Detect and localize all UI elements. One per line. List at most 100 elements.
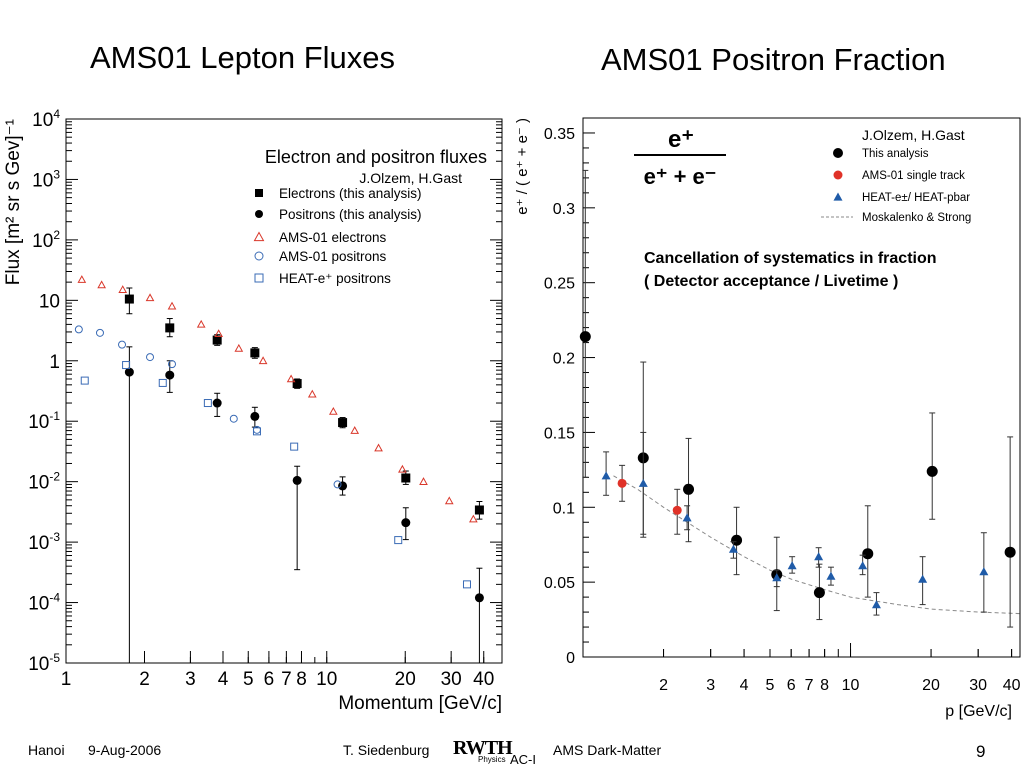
right-y-tick-label: 0.3 [553, 201, 575, 218]
right-data-point [858, 561, 868, 570]
left-y-tick-label: 1 [49, 352, 60, 373]
right-x-tick-label: 7 [805, 677, 814, 694]
left-x-tick-label: 6 [264, 669, 275, 690]
left-legend-marker [255, 210, 263, 218]
right-data-point [926, 465, 938, 477]
left-data-point [165, 370, 175, 380]
footer-author: T. Siedenburg [343, 742, 430, 758]
left-data-point [338, 481, 348, 491]
right-data-point [683, 483, 695, 495]
left-data-point [328, 406, 338, 415]
left-data-point [258, 356, 268, 365]
left-y-tick-label: 104 [32, 107, 60, 131]
right-data-point [871, 600, 881, 609]
right-data-point [1004, 546, 1016, 558]
left-legend-marker [255, 189, 263, 197]
right-y-axis-label: e⁺ / ( e⁺ + e⁻ ) [514, 118, 531, 215]
right-data-point [638, 478, 648, 487]
left-data-point [212, 335, 222, 345]
left-data-point [167, 301, 177, 310]
left-legend-label: Positrons (this analysis) [279, 207, 422, 222]
left-data-point [168, 360, 177, 369]
slide-title-left: AMS01 Lepton Fluxes [90, 40, 396, 75]
left-data-point [203, 399, 212, 408]
left-data-point [252, 427, 261, 436]
left-data-point [292, 379, 302, 389]
left-data-point [474, 593, 484, 603]
right-fraction-numerator: e⁺ [668, 126, 694, 153]
slide-title-right: AMS01 Positron Fraction [601, 42, 946, 77]
rwth-logo-suffix: AC-I [510, 752, 536, 767]
right-theory-curve [613, 475, 1021, 615]
right-data-point [617, 478, 627, 488]
right-data-point [813, 587, 825, 599]
left-data-point [419, 477, 428, 485]
left-data-point [158, 378, 167, 387]
right-data-point [728, 544, 738, 553]
right-x-axis-label: p [GeV/c] [945, 703, 1012, 720]
left-x-axis-label: Momentum [GeV/c] [338, 693, 502, 714]
left-data-point [462, 580, 471, 589]
left-data-point [97, 280, 106, 289]
left-data-point [444, 496, 454, 505]
left-y-tick-label: 103 [32, 167, 60, 191]
left-legend-marker [253, 231, 265, 242]
left-data-point [118, 340, 127, 349]
lepton-flux-chart: 1 2 3 4 5 6 7 8 10 20 30 40 10-5 10-4 10-3 10-2 10-1 1 10 1… [3, 107, 503, 714]
left-x-tick-label: 20 [395, 669, 416, 690]
left-x-tick-label: 1 [61, 669, 72, 690]
rwth-logo: RWTH [453, 737, 513, 759]
right-data-point [787, 561, 797, 570]
left-y-tick-label: 10 [39, 291, 60, 312]
right-x-tick-label: 30 [969, 677, 987, 694]
right-y-tick-label: 0.25 [544, 276, 575, 293]
left-x-tick-label: 7 [281, 669, 292, 690]
right-legend-label: Moskalenko & Strong [862, 212, 971, 224]
left-data-point [74, 325, 83, 334]
right-legend-marker [833, 148, 843, 158]
left-data-point [80, 376, 89, 385]
right-x-tick-label: 20 [922, 677, 940, 694]
left-data-point [398, 464, 407, 473]
left-data-point [286, 374, 296, 383]
footer-place: Hanoi [28, 742, 65, 758]
right-data-point [814, 552, 824, 561]
left-x-tick-label: 8 [296, 669, 307, 690]
left-legend-label: AMS-01 positrons [279, 249, 387, 264]
right-x-tick-label: 8 [820, 677, 829, 694]
left-data-point [124, 367, 134, 377]
right-data-point [826, 571, 836, 580]
left-data-point [474, 505, 484, 515]
right-data-point [682, 513, 692, 522]
left-legend-marker [254, 251, 264, 261]
left-x-tick-label: 5 [243, 669, 254, 690]
right-chart-subtitle: J.Olzem, H.Gast [862, 127, 965, 143]
left-chart-subtitle: J.Olzem, H.Gast [359, 170, 462, 186]
right-data-point [862, 548, 874, 560]
right-data-point [672, 505, 682, 515]
left-x-tick-label: 10 [316, 669, 337, 690]
left-y-axis-label: Flux [m² sr s Gev]⁻¹ [3, 119, 24, 285]
right-data-point [731, 534, 743, 546]
left-data-point [212, 398, 222, 408]
left-data-point [338, 418, 348, 428]
left-legend-label: HEAT-e⁺ positrons [279, 271, 391, 286]
left-legend-label: Electrons (this analysis) [279, 186, 422, 201]
right-y-tick-label: 0.35 [544, 126, 575, 143]
left-legend-marker [254, 273, 264, 283]
footer-topic: AMS Dark-Matter [553, 742, 662, 758]
right-x-tick-label: 6 [787, 677, 796, 694]
left-data-point [95, 328, 104, 337]
right-legend-label: This analysis [862, 148, 929, 160]
left-x-tick-label: 30 [441, 669, 462, 690]
right-fraction-denominator: e⁺ + e⁻ [644, 164, 717, 189]
left-data-point [350, 426, 360, 434]
left-data-point [469, 514, 478, 523]
left-data-point [374, 443, 383, 452]
right-legend-marker [833, 192, 843, 201]
right-data-point [918, 574, 928, 583]
left-data-point [122, 361, 131, 370]
left-data-point [250, 348, 260, 358]
left-data-point [118, 285, 128, 293]
